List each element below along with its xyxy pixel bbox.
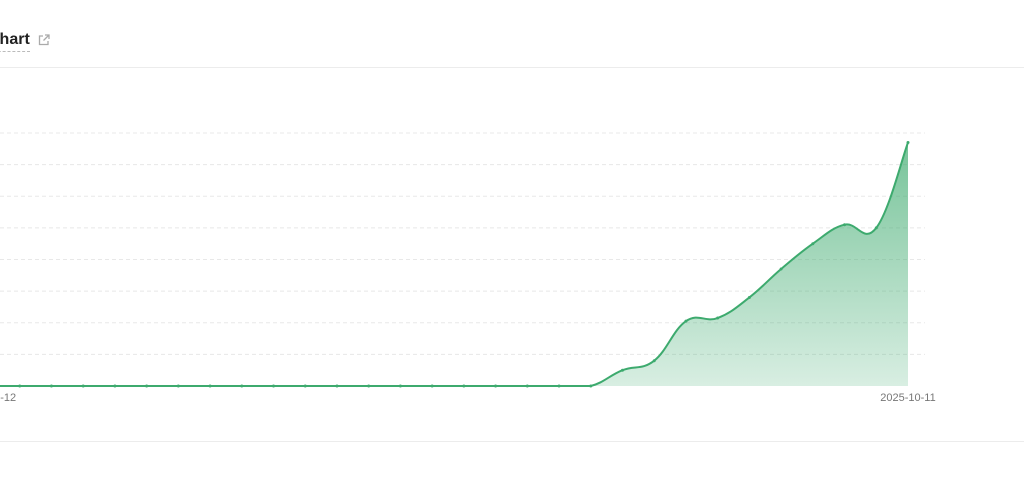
data-point xyxy=(18,384,22,388)
data-point xyxy=(49,384,53,388)
x-tick-label: 2025-10-11 xyxy=(880,392,935,404)
footer-divider xyxy=(0,441,1024,442)
data-point xyxy=(367,384,371,388)
data-point xyxy=(684,319,688,323)
data-point xyxy=(303,384,307,388)
series-area xyxy=(0,142,908,386)
data-point xyxy=(652,359,656,363)
data-point xyxy=(145,384,149,388)
data-point xyxy=(589,384,593,388)
data-point xyxy=(335,384,339,388)
data-point xyxy=(843,223,847,227)
data-point xyxy=(811,242,815,246)
data-point xyxy=(430,384,434,388)
data-point xyxy=(113,384,117,388)
data-point xyxy=(779,267,783,271)
x-tick-label: 2025-09-12 xyxy=(0,392,16,404)
data-point xyxy=(525,384,529,388)
data-point xyxy=(176,384,180,388)
data-point xyxy=(272,384,276,388)
data-point xyxy=(874,226,878,230)
data-point xyxy=(494,384,498,388)
data-point xyxy=(81,384,85,388)
series-line xyxy=(0,142,909,387)
header-divider xyxy=(0,67,1024,68)
data-point xyxy=(557,384,561,388)
data-point xyxy=(747,295,751,299)
external-link-icon[interactable] xyxy=(37,33,51,47)
data-point xyxy=(620,368,624,372)
data-point xyxy=(398,384,402,388)
data-point xyxy=(906,140,910,144)
data-point xyxy=(240,384,244,388)
data-point xyxy=(716,316,720,320)
data-point xyxy=(208,384,212,388)
chart-title-link[interactable]: Chart xyxy=(0,31,30,52)
data-point xyxy=(462,384,466,388)
